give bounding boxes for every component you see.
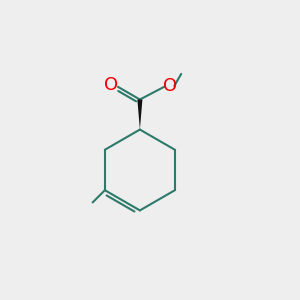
Text: O: O: [104, 76, 118, 94]
Text: O: O: [163, 77, 177, 95]
Polygon shape: [137, 100, 142, 130]
